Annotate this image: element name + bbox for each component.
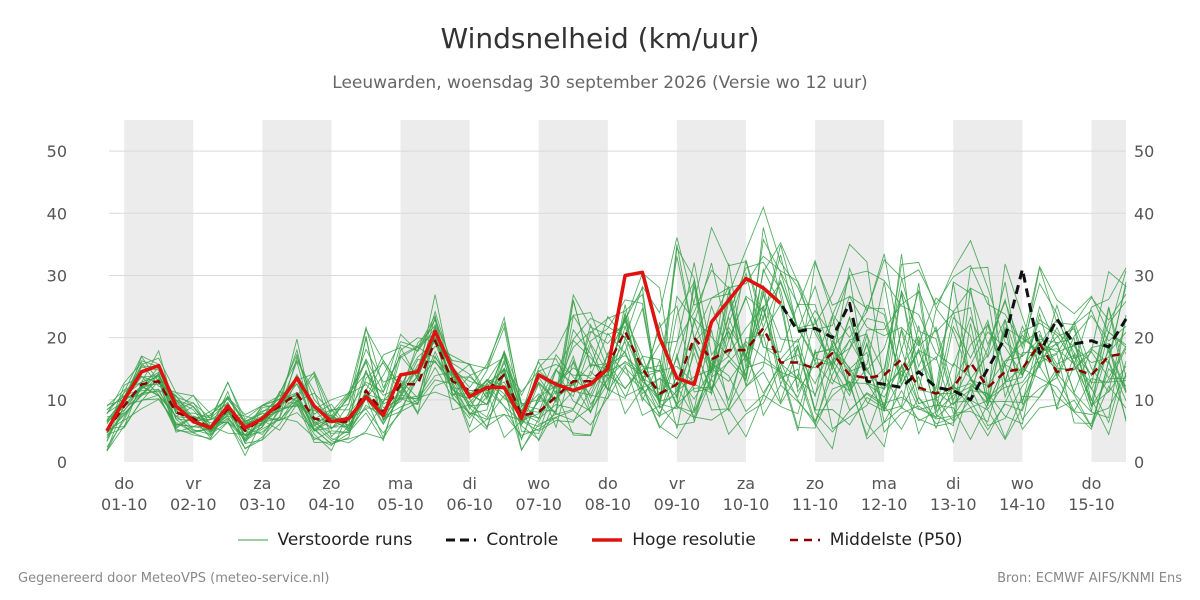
ensemble-run-line <box>106 227 1127 435</box>
x-tick-date: 13-10 <box>930 495 977 514</box>
y-tick-label: 0 <box>1134 453 1144 472</box>
series-line-hoge-resolutie <box>105 270 782 432</box>
x-tick-day: vr <box>669 474 685 493</box>
y-tick-label: 10 <box>47 391 67 410</box>
legend-item-hoge-resolutie: Hoge resolutie <box>592 530 756 550</box>
legend-swatch-verstoorde-runs <box>237 539 268 541</box>
series-line-controle <box>105 267 1128 432</box>
legend-label: Controle <box>486 530 559 550</box>
x-tick-day: za <box>737 474 755 493</box>
y-tick-label: 20 <box>47 329 67 348</box>
x-tick-day: za <box>253 474 271 493</box>
x-tick-day: do <box>598 474 618 493</box>
chart-title: Windsnelheid (km/uur) <box>440 22 760 55</box>
x-tick-date: 06-10 <box>446 495 493 514</box>
x-tick-date: 10-10 <box>723 495 770 514</box>
x-tick-date: 03-10 <box>239 495 286 514</box>
ensemble-run-line <box>106 290 1127 445</box>
legend-item-verstoorde-runs: Verstoorde runs <box>237 530 413 550</box>
chart-subtitle: Leeuwarden, woensdag 30 september 2026 (… <box>332 73 868 93</box>
x-tick-day: wo <box>527 474 550 493</box>
x-tick-day: ma <box>388 474 413 493</box>
legend-swatch-hoge-resolutie <box>592 538 623 542</box>
y-tick-label: 20 <box>1134 329 1154 348</box>
x-tick-date: 02-10 <box>170 495 217 514</box>
x-tick-date: 15-10 <box>1068 495 1115 514</box>
day-band <box>400 120 470 462</box>
legend-swatch-middelste <box>789 538 820 542</box>
x-tick-date: 08-10 <box>585 495 632 514</box>
x-tick-day: ma <box>871 474 896 493</box>
series-line-middelste-p50- <box>105 327 1127 433</box>
x-tick-date: 09-10 <box>654 495 701 514</box>
legend-label: Middelste (P50) <box>829 530 963 550</box>
legend: Verstoorde runs Controle Hoge resolutie … <box>0 530 1200 550</box>
ensemble-run-line <box>106 241 1127 431</box>
legend-item-controle: Controle <box>446 530 558 550</box>
x-tick-day: do <box>114 474 134 493</box>
legend-swatch-controle <box>446 538 477 542</box>
y-tick-label: 30 <box>47 266 67 285</box>
x-tick-day: vr <box>185 474 201 493</box>
x-tick-day: di <box>946 474 961 493</box>
y-tick-label: 30 <box>1134 266 1154 285</box>
x-tick-day: wo <box>1011 474 1034 493</box>
x-tick-date: 05-10 <box>377 495 424 514</box>
footer-source: Bron: ECMWF AIFS/KNMI Ens <box>997 571 1182 586</box>
legend-label: Verstoorde runs <box>277 530 413 550</box>
x-tick-date: 04-10 <box>308 495 355 514</box>
x-tick-date: 11-10 <box>792 495 839 514</box>
y-tick-label: 10 <box>1134 391 1154 410</box>
footer-generator: Gegenereerd door MeteoVPS (meteo-service… <box>18 571 330 586</box>
main-series <box>105 267 1128 433</box>
ensemble-run-line <box>106 271 1127 426</box>
x-tick-day: di <box>462 474 477 493</box>
ensemble-run-line <box>106 336 1127 450</box>
x-tick-day: zo <box>322 474 340 493</box>
y-axis-left: 0 10 20 30 40 50 <box>47 142 67 472</box>
ensemble-run-line <box>106 259 1127 442</box>
x-tick-date: 01-10 <box>101 495 148 514</box>
y-tick-label: 40 <box>47 204 67 223</box>
x-tick-date: 12-10 <box>861 495 908 514</box>
x-tick-day: zo <box>806 474 824 493</box>
day-band <box>538 120 608 462</box>
x-axis: do 01-10 vr 02-10 za 03-10 zo 04-10 ma 05-10 di 06-… <box>101 474 1115 514</box>
ensemble-run-line <box>106 359 1127 457</box>
y-tick-label: 50 <box>47 142 67 161</box>
x-tick-day: do <box>1081 474 1101 493</box>
x-tick-date: 07-10 <box>515 495 562 514</box>
y-tick-label: 50 <box>1134 142 1154 161</box>
ensemble-run-line <box>106 305 1127 451</box>
x-tick-date: 14-10 <box>999 495 1046 514</box>
y-tick-label: 0 <box>57 453 67 472</box>
y-tick-label: 40 <box>1134 204 1154 223</box>
y-axis-right: 0 10 20 30 40 50 <box>1134 142 1154 472</box>
legend-label: Hoge resolutie <box>632 530 756 550</box>
legend-item-middelste: Middelste (P50) <box>789 530 963 550</box>
